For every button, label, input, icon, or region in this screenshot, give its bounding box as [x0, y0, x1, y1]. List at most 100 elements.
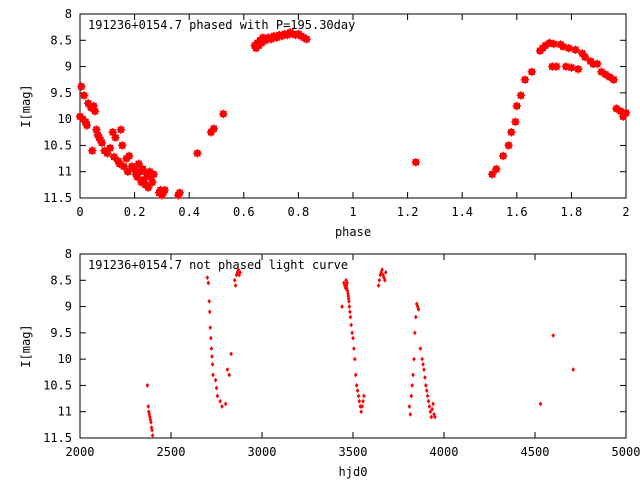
chart-1-data-point [223, 401, 228, 407]
chart-1-y-tick-label: 10 [58, 352, 72, 366]
chart-0-data-point [77, 82, 86, 91]
chart-1-y-tick-label: 11.5 [43, 431, 72, 445]
chart-0-y-tick-label: 11.5 [43, 191, 72, 205]
chart-1-x-tick-label: 4500 [521, 445, 550, 459]
chart-1-data-point [353, 372, 358, 378]
chart-1-data-point [362, 393, 366, 399]
chart-1-data-point [358, 404, 363, 409]
chart-1-data-point [538, 401, 543, 407]
chart-1-data-point [207, 298, 212, 304]
chart-1-data-point [420, 356, 424, 362]
chart-1-data-point [354, 383, 359, 388]
phased-light-curve-panel: 0 0.2 0.4 0.6 0.8 1 1.2 1.4 1.6 1.8 2 8 8.5 9 9.5 10 10.… [19, 7, 631, 239]
chart-1-data-point [346, 291, 350, 296]
chart-0-data-point [609, 75, 618, 84]
chart-0-data-point [111, 133, 120, 142]
chart-0-x-tick-label: 0.2 [124, 205, 146, 219]
chart-0-data-point [571, 45, 580, 54]
chart-1-y-tick-label: 8.5 [50, 273, 72, 287]
chart-1-data-point [347, 304, 352, 309]
chart-1-data-point [215, 393, 220, 399]
chart-1-data-point [145, 383, 150, 388]
chart-1-data-point [146, 409, 151, 415]
chart-1-data-point [205, 275, 210, 281]
chart-1-data-point [220, 404, 224, 409]
chart-1-data-point [347, 298, 351, 304]
chart-1-data-point [238, 270, 242, 275]
chart-0-data-point [504, 141, 513, 150]
chart-1-data-point [150, 432, 155, 438]
chart-1-data-point [571, 367, 576, 373]
chart-0-x-tick-label: 1.6 [506, 205, 528, 219]
chart-1-data-point [206, 280, 211, 286]
chart-1-data-point [149, 425, 154, 430]
chart-0-x-tick-label: 1 [349, 205, 356, 219]
chart-1-data-point [209, 346, 214, 352]
chart-1-data-point [218, 398, 222, 404]
chart-1-data-point [412, 356, 416, 362]
chart-0-data-point [512, 101, 521, 111]
chart-1-y-tick-label: 11 [58, 405, 72, 419]
chart-0-data-point [498, 151, 508, 161]
chart-1-data-point [150, 427, 154, 433]
chart-1-x-tick-label: 5000 [612, 445, 640, 459]
chart-0-data-point [593, 59, 602, 69]
chart-1-data-point [211, 372, 215, 378]
chart-1-data-point [413, 314, 418, 320]
chart-0-data-point [79, 91, 89, 100]
chart-1-data-point [225, 367, 230, 373]
chart-0-data-point [302, 35, 311, 44]
chart-0-x-tick-label: 2 [622, 205, 629, 219]
chart-1-y-axis-title: I[mag] [19, 324, 33, 367]
chart-1-data-point [411, 372, 415, 378]
chart-1-data-point [410, 383, 414, 388]
chart-0-data-point [175, 188, 184, 197]
chart-1-data-point [380, 267, 384, 273]
chart-1-data-point [378, 272, 383, 278]
chart-0-data-point [564, 43, 573, 53]
chart-1-data-point [234, 272, 239, 278]
chart-0-x-tick-label: 0.8 [288, 205, 310, 219]
chart-1-data-point [148, 414, 152, 420]
chart-1-data-point [418, 346, 423, 352]
chart-0-data-point [552, 62, 561, 71]
chart-1-data-point [236, 267, 241, 273]
chart-0-y-tick-label: 8 [65, 7, 72, 21]
chart-0-data-point [621, 108, 631, 118]
chart-0-plot-frame [79, 13, 627, 199]
chart-1-data-point [361, 398, 365, 404]
chart-0-data-point [88, 146, 97, 155]
chart-1-data-point [407, 404, 412, 409]
chart-1-data-point [377, 277, 382, 283]
chart-0-data-point [118, 141, 127, 150]
chart-0-data-point [149, 170, 158, 179]
chart-1-data-point [408, 411, 413, 417]
chart-0-data-point [193, 149, 202, 158]
chart-1-y-tick-label: 9 [65, 300, 72, 314]
chart-1-data-point [551, 333, 555, 338]
chart-1-x-tick-label: 3000 [248, 445, 277, 459]
chart-1-data-point [340, 304, 344, 309]
chart-0-data-point [488, 170, 497, 179]
chart-1-x-tick-label: 3500 [339, 445, 368, 459]
chart-1-data-point [432, 411, 436, 417]
chart-0-x-tick-label: 0.6 [233, 205, 255, 219]
chart-1-data-point [346, 296, 351, 302]
chart-1-data-point [207, 309, 212, 315]
chart-1-data-point [351, 335, 355, 341]
chart-0-data-point [97, 138, 107, 147]
chart-1-data-point [237, 272, 242, 278]
chart-1-data-point [352, 346, 356, 352]
chart-1-data-point [348, 314, 353, 320]
chart-0-x-axis-title: phase [335, 225, 371, 239]
chart-1-x-tick-label: 2500 [157, 445, 186, 459]
chart-0-x-tick-label: 1.2 [397, 205, 419, 219]
chart-0-x-tick-label: 0.4 [178, 205, 200, 219]
chart-0-data-point [144, 183, 153, 192]
chart-1-data-point [344, 277, 348, 283]
chart-1-data-point [425, 393, 430, 399]
chart-1-data-point [422, 367, 426, 373]
chart-0-data-point [574, 65, 583, 74]
chart-1-data-point [413, 330, 417, 336]
